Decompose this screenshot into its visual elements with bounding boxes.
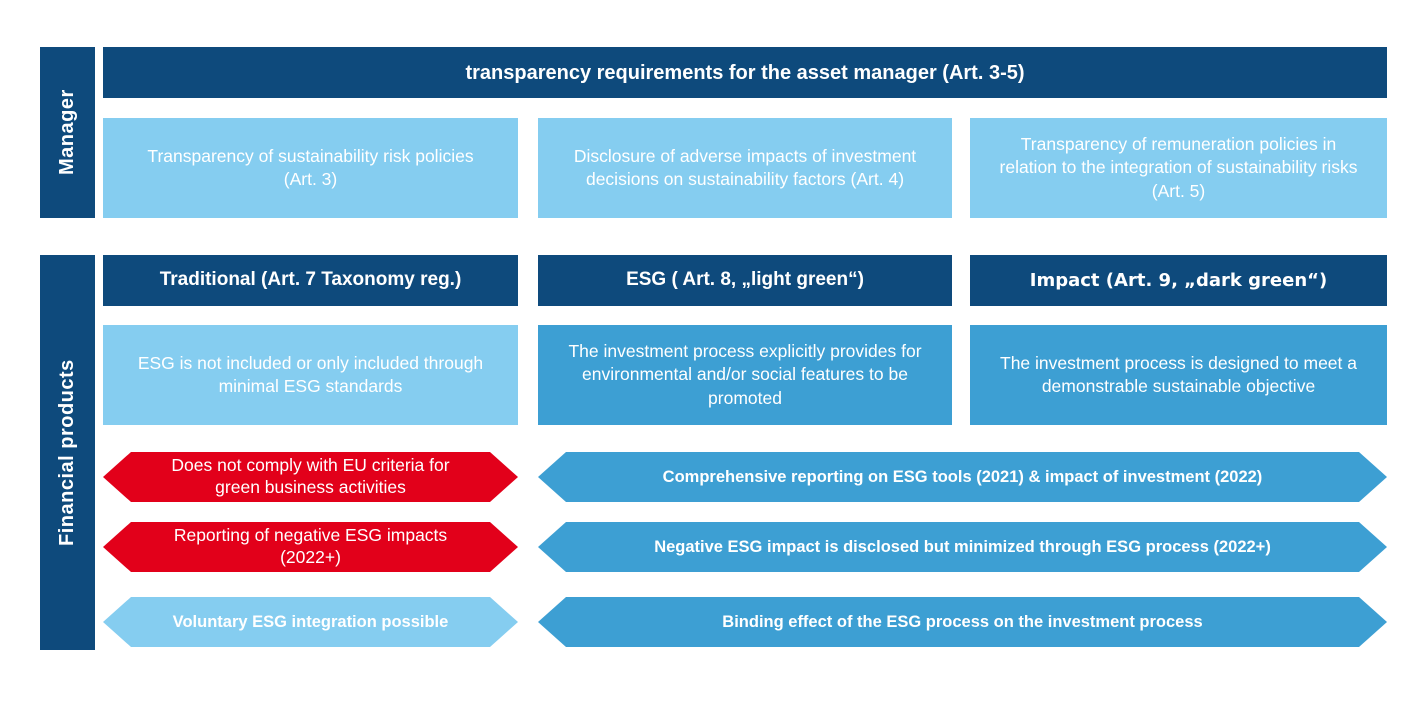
esg-impact-arrow-reporting: Comprehensive reporting on ESG tools (20… — [538, 452, 1387, 502]
manager-sidebar-label: Manager — [40, 47, 95, 218]
traditional-arrow-eu-criteria: Does not comply with EU criteria for gre… — [103, 452, 518, 502]
description-impact: The investment process is designed to me… — [970, 325, 1387, 425]
traditional-arrow-voluntary-esg: Voluntary ESG integration possible — [103, 597, 518, 647]
column-header-esg: ESG ( Art. 8, „light green“) — [538, 255, 952, 306]
manager-box-art4: Disclosure of adverse impacts of investm… — [538, 118, 952, 218]
column-header-traditional: Traditional (Art. 7 Taxonomy reg.) — [103, 255, 518, 306]
description-traditional: ESG is not included or only included thr… — [103, 325, 518, 425]
financial-products-sidebar-label: Financial products — [40, 255, 95, 650]
manager-box-art3: Transparency of sustainability risk poli… — [103, 118, 518, 218]
esg-impact-arrow-binding-effect: Binding effect of the ESG process on the… — [538, 597, 1387, 647]
description-esg: The investment process explicitly provid… — [538, 325, 952, 425]
column-header-impact: Impact (Art. 9, „dark green“) — [970, 255, 1387, 306]
traditional-arrow-negative-impacts: Reporting of negative ESG impacts (2022+… — [103, 522, 518, 572]
manager-section-header: transparency requirements for the asset … — [103, 47, 1387, 98]
esg-impact-arrow-negative-impact: Negative ESG impact is disclosed but min… — [538, 522, 1387, 572]
manager-box-art5: Transparency of remuneration policies in… — [970, 118, 1387, 218]
